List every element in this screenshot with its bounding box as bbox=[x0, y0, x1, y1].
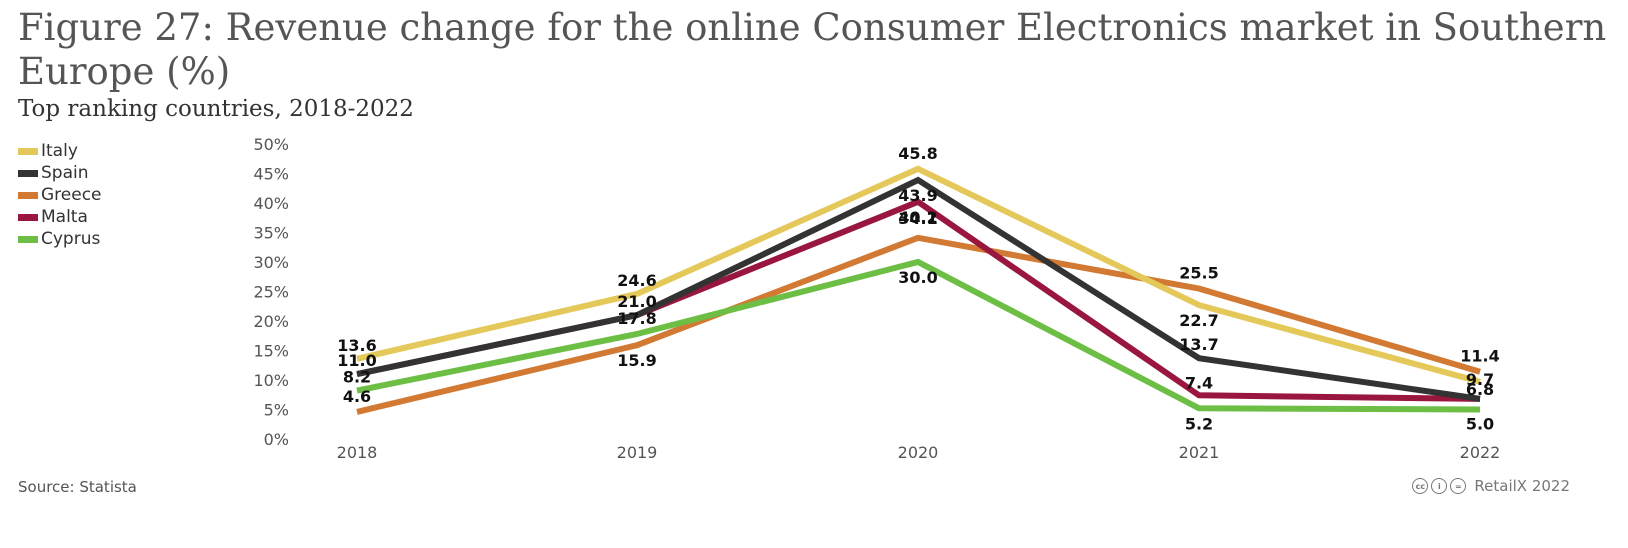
data-label: 30.0 bbox=[898, 268, 937, 287]
data-label: 6.8 bbox=[1466, 380, 1494, 399]
data-label: 15.9 bbox=[617, 351, 656, 370]
y-tick-label: 35% bbox=[253, 224, 289, 243]
chart-title: Figure 27: Revenue change for the online… bbox=[18, 6, 1607, 93]
y-tick-label: 30% bbox=[253, 253, 289, 272]
legend-swatch-greece bbox=[18, 191, 38, 199]
legend-swatch-cyprus bbox=[18, 235, 38, 243]
legend-label-italy: Italy bbox=[41, 141, 78, 161]
y-tick-label: 40% bbox=[253, 194, 289, 213]
chart-legend: Italy Spain Greece Malta Cyprus bbox=[18, 140, 102, 250]
attribution-icon: i bbox=[1431, 478, 1448, 494]
data-label: 21.0 bbox=[617, 292, 656, 311]
data-label: 5.0 bbox=[1466, 415, 1494, 434]
x-tick-label: 2019 bbox=[617, 443, 658, 462]
y-tick-label: 20% bbox=[253, 312, 289, 331]
y-tick-label: 15% bbox=[253, 342, 289, 361]
y-tick-label: 25% bbox=[253, 283, 289, 302]
legend-swatch-italy bbox=[18, 147, 38, 155]
legend-label-spain: Spain bbox=[41, 163, 89, 183]
y-tick-label: 10% bbox=[253, 371, 289, 390]
data-label: 4.6 bbox=[343, 387, 371, 406]
data-label: 24.6 bbox=[617, 271, 656, 290]
x-tick-label: 2018 bbox=[337, 443, 378, 462]
legend-item-malta: Malta bbox=[18, 206, 102, 228]
data-label: 25.5 bbox=[1179, 264, 1218, 283]
x-tick-label: 2022 bbox=[1460, 443, 1501, 462]
chart-subtitle: Top ranking countries, 2018-2022 bbox=[18, 96, 414, 122]
credit-text: RetailX 2022 bbox=[1474, 477, 1570, 495]
data-label: 9.7 bbox=[1466, 370, 1494, 389]
legend-swatch-spain bbox=[18, 169, 38, 177]
data-label: 11.4 bbox=[1460, 347, 1499, 366]
y-tick-label: 50% bbox=[253, 135, 289, 154]
data-label: 17.8 bbox=[617, 309, 656, 328]
credit: cc i = RetailX 2022 bbox=[1412, 477, 1570, 495]
x-tick-label: 2021 bbox=[1179, 443, 1220, 462]
legend-label-cyprus: Cyprus bbox=[41, 229, 101, 249]
y-tick-label: 5% bbox=[264, 401, 289, 420]
line-chart: 0% 5% 10% 15% 20% 25% 30% 35% 40% 45% 50% 2018 2019 2… bbox=[253, 135, 1501, 462]
data-label: 5.2 bbox=[1185, 414, 1213, 433]
legend-label-greece: Greece bbox=[41, 185, 102, 205]
data-label: 22.7 bbox=[1179, 311, 1218, 330]
data-label: 40.2 bbox=[898, 208, 937, 227]
source-note: Source: Statista bbox=[18, 478, 137, 496]
data-label: 45.8 bbox=[898, 144, 937, 163]
data-label: 7.4 bbox=[1185, 373, 1213, 392]
legend-label-malta: Malta bbox=[41, 207, 88, 227]
data-label: 13.7 bbox=[1179, 335, 1218, 354]
series-line-spain bbox=[356, 176, 1481, 402]
y-tick-label: 45% bbox=[253, 165, 289, 184]
cc-license-icon: cc bbox=[1412, 478, 1429, 494]
y-tick-label: 0% bbox=[264, 430, 289, 449]
series-line-cyprus bbox=[356, 258, 1481, 413]
data-label: 13.6 bbox=[337, 336, 376, 355]
series-line-greece bbox=[356, 234, 1481, 415]
legend-item-italy: Italy bbox=[18, 140, 102, 162]
data-label: 8.2 bbox=[343, 368, 371, 387]
legend-item-spain: Spain bbox=[18, 162, 102, 184]
legend-item-cyprus: Cyprus bbox=[18, 228, 102, 250]
series-line-italy bbox=[356, 165, 1481, 385]
legend-item-greece: Greece bbox=[18, 184, 102, 206]
data-label: 43.9 bbox=[898, 186, 937, 205]
x-tick-label: 2020 bbox=[898, 443, 939, 462]
no-derivatives-icon: = bbox=[1450, 478, 1467, 494]
legend-swatch-malta bbox=[18, 213, 38, 221]
data-label: 34.1 bbox=[898, 209, 937, 228]
data-label: 11.0 bbox=[337, 351, 376, 370]
